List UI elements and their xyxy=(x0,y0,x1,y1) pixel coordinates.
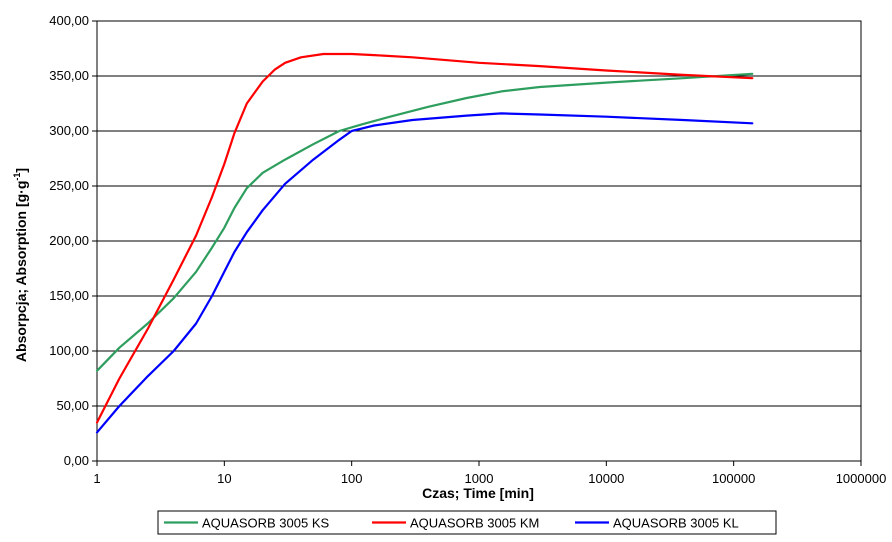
y-tick-label: 150,00 xyxy=(49,288,89,303)
legend-label: AQUASORB 3005 KL xyxy=(613,516,739,531)
x-tick-label: 10000 xyxy=(588,471,624,486)
y-axis-title-end: ] xyxy=(13,168,29,173)
series-line-2 xyxy=(95,52,754,424)
y-tick-label: 200,00 xyxy=(49,233,89,248)
x-tick-label: 1000 xyxy=(465,471,494,486)
legend-label: AQUASORB 3005 KS xyxy=(202,516,329,531)
y-tick-label: 300,00 xyxy=(49,123,89,138)
y-axis-title: Absorpcja; Absorption [g·g-1] xyxy=(12,168,29,362)
y-tick-label: 400,00 xyxy=(49,13,89,28)
legend: AQUASORB 3005 KS AQUASORB 3005 KM AQUASORB… xyxy=(157,510,777,535)
series-lines xyxy=(95,52,754,434)
legend-label: AQUASORB 3005 KM xyxy=(410,516,539,531)
x-axis-title: Czas; Time [min] xyxy=(422,485,534,501)
x-axis-ticks: 1 10 100 1000 10000 100000 1000000 xyxy=(93,461,886,486)
x-tick-label: 100000 xyxy=(712,471,755,486)
y-tick-label: 100,00 xyxy=(49,343,89,358)
x-tick-label: 1 xyxy=(93,471,100,486)
y-tick-label: 250,00 xyxy=(49,178,89,193)
y-tick-label: 350,00 xyxy=(49,68,89,83)
x-tick-label: 10 xyxy=(217,471,231,486)
x-tick-label: 1000000 xyxy=(836,471,887,486)
y-tick-label: 0,00 xyxy=(64,453,89,468)
series-line-1 xyxy=(95,72,754,372)
y-axis-title-main: Absorpcja; Absorption [g·g xyxy=(13,181,29,362)
y-axis-ticks: 0,00 50,00 100,00 150,00 200,00 250,00 300,00 3… xyxy=(49,13,97,468)
y-axis-title-sup: -1 xyxy=(12,173,22,181)
series-line-3 xyxy=(95,112,754,434)
legend-box xyxy=(157,510,777,535)
y-tick-label: 50,00 xyxy=(56,398,89,413)
x-tick-label: 100 xyxy=(341,471,363,486)
grid-lines xyxy=(97,20,861,462)
